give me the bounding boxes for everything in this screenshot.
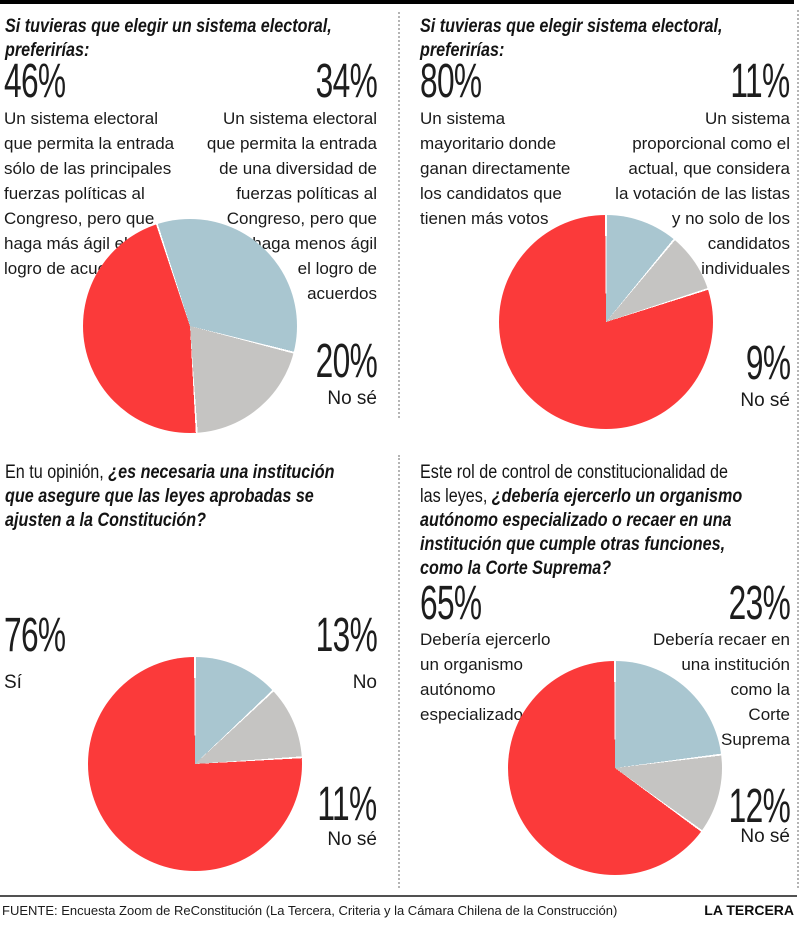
answer-label-dontknow: No sé <box>327 829 377 850</box>
right-edge-divider <box>797 10 799 888</box>
question-text: Si tuvieras que elegir sistema electoral… <box>420 15 794 63</box>
answer-percent-dontknow: 20% <box>315 335 378 388</box>
answer-label-left: Un sistema mayoritario donde ganan direc… <box>420 109 571 228</box>
answer-percent-right: 13% <box>315 609 378 662</box>
top-bar <box>0 0 794 4</box>
answer-label-right: Un sistema proporcional como el actual, … <box>615 109 790 278</box>
answer-label-right: No <box>352 672 377 693</box>
answer-percent-left: 80% <box>420 55 482 108</box>
answer-label-left: Sí <box>4 672 22 693</box>
question-emphasis: ¿es necesaria una institución que asegur… <box>5 462 335 531</box>
question-emphasis: Si tuvieras que elegir sistema electoral… <box>420 16 723 61</box>
question-text: Si tuvieras que elegir un sistema electo… <box>5 15 379 63</box>
answer-label-dontknow: No sé <box>740 390 790 411</box>
answer-percent-right: 11% <box>730 55 791 108</box>
answer-percent-right: 23% <box>728 577 791 630</box>
answer-percent-dontknow: 11% <box>317 778 378 831</box>
answer-label-left: Un sistema electoral que permita la entr… <box>4 109 175 278</box>
question-prefix: Este rol de control de constitucionalida… <box>420 462 728 507</box>
panel-constitutional-control: Este rol de control de constitucionalida… <box>400 455 800 896</box>
column-divider-top <box>398 12 400 418</box>
question-text: Este rol de control de constitucionalida… <box>420 461 794 581</box>
panel-constitution-institution: En tu opinión, ¿es necesaria una institu… <box>0 455 398 896</box>
column-divider-bottom <box>398 455 400 888</box>
question-emphasis: Si tuvieras que elegir un sistema electo… <box>5 16 332 61</box>
brand-logo: LA TERCERA <box>704 902 794 918</box>
answer-percent-left: 46% <box>4 55 66 108</box>
answer-percent-dontknow: 12% <box>728 780 791 833</box>
pie-chart <box>83 219 297 433</box>
answer-label-dontknow: No sé <box>327 388 377 409</box>
answer-percent-dontknow: 9% <box>745 337 791 390</box>
footer-source: FUENTE: Encuesta Zoom de ReConstitución … <box>2 903 618 918</box>
answer-label-dontknow: No sé <box>740 826 790 847</box>
answer-label-right: Debería recaer en una institución como l… <box>652 630 790 749</box>
pie-chart <box>88 657 302 871</box>
question-emphasis: ¿debería ejercerlo un organismo autónomo… <box>420 486 743 579</box>
answer-percent-left: 65% <box>420 577 482 630</box>
pie-chart <box>508 661 722 875</box>
answer-percent-right: 34% <box>315 55 378 108</box>
answer-percent-left: 76% <box>4 609 66 662</box>
answer-label-left: Debería ejercerlo un organismo autónomo … <box>420 630 551 724</box>
panel-electoral-system-majority: Si tuvieras que elegir sistema electoral… <box>400 0 800 455</box>
question-text: En tu opinión, ¿es necesaria una institu… <box>5 461 379 533</box>
question-prefix: En tu opinión, <box>5 462 109 483</box>
panel-electoral-system-entry: Si tuvieras que elegir un sistema electo… <box>0 0 398 455</box>
pie-chart <box>499 215 713 429</box>
footer-rule <box>0 895 797 897</box>
